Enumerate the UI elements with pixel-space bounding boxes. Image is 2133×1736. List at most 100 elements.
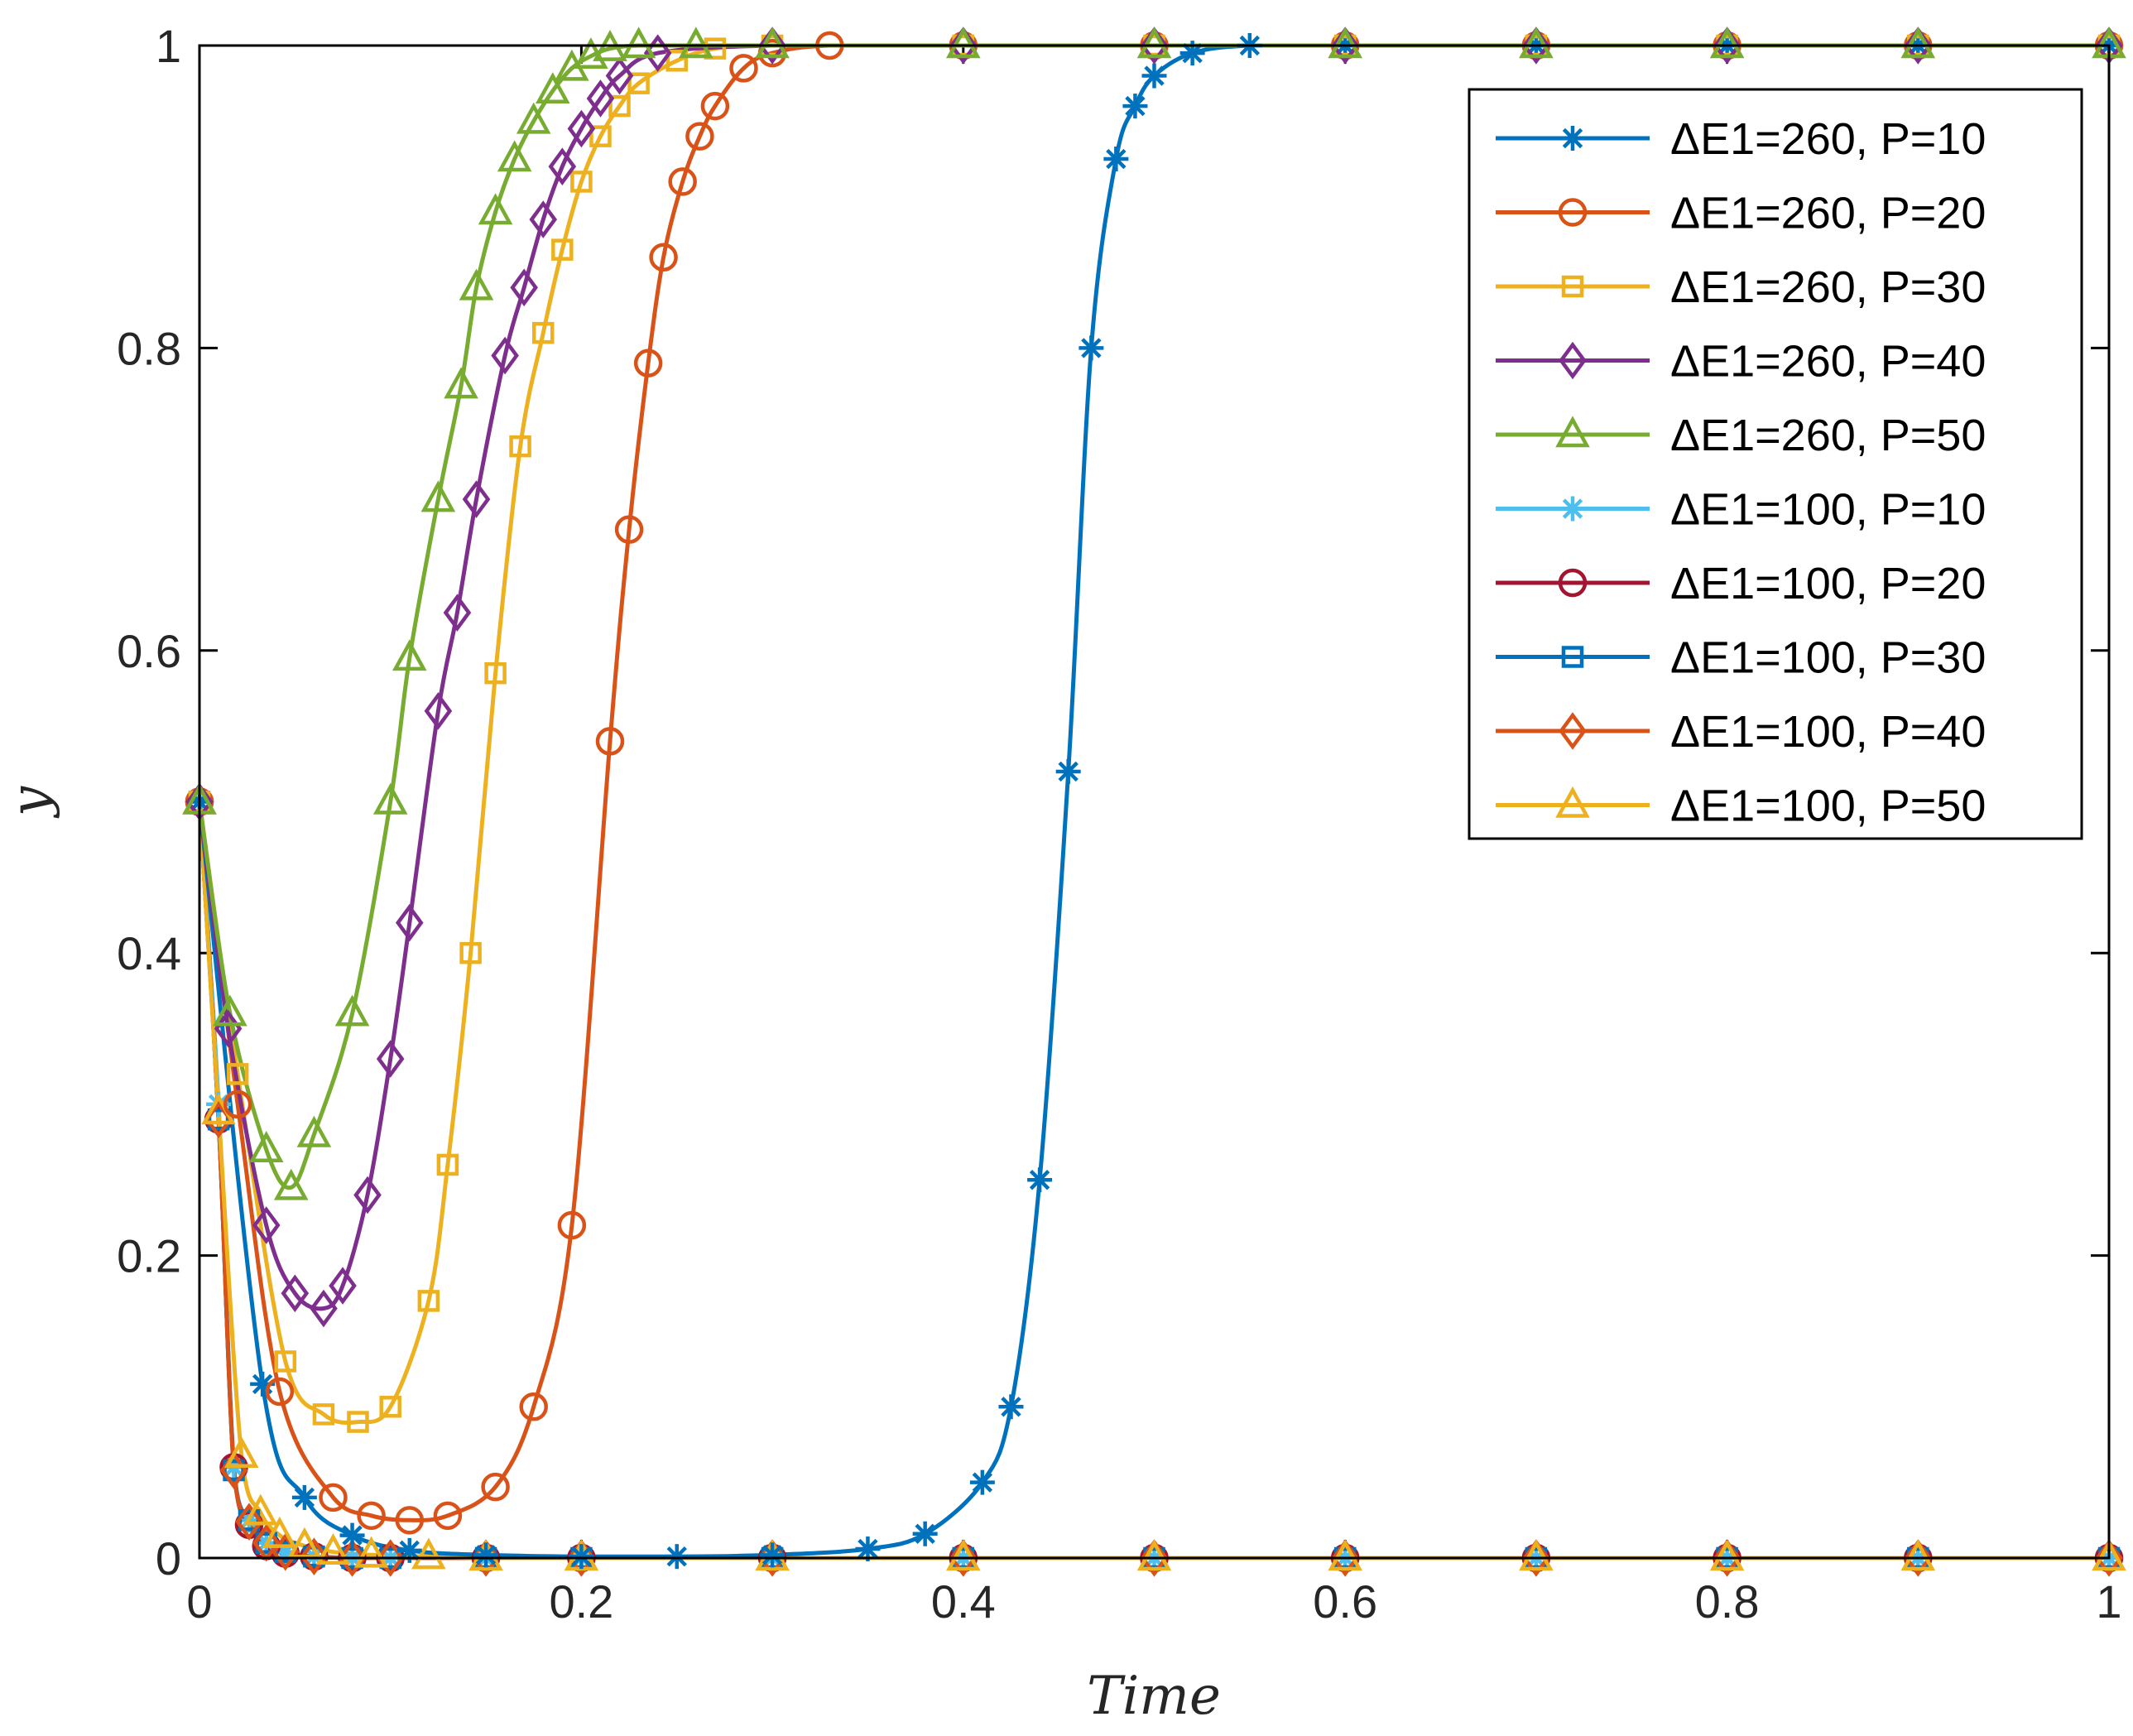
data-point-s2: [729, 54, 758, 83]
data-point-s3: [665, 50, 688, 72]
data-point-s2: [557, 1210, 587, 1240]
data-point-s4: [376, 1040, 405, 1078]
legend-marker: [1561, 275, 1584, 298]
data-point-s1: [1122, 94, 1148, 119]
data-point-s9: [758, 1539, 786, 1577]
y-tick-label: 0.4: [117, 927, 181, 979]
data-point-s9: [949, 1539, 978, 1577]
legend-item: ΔE1=260, P=20: [1496, 189, 1986, 238]
data-point-s2: [395, 1506, 425, 1535]
data-point-s2: [319, 1483, 348, 1512]
data-point-s2: [357, 1501, 386, 1531]
data-point-s4: [353, 1176, 382, 1214]
data-point-s1: [855, 1536, 881, 1562]
data-point-s5: [621, 26, 656, 59]
legend-label: ΔE1=260, P=10: [1670, 114, 1986, 164]
data-point-s4: [443, 594, 472, 632]
data-point-s5: [755, 26, 790, 59]
data-point-s1: [569, 1544, 594, 1570]
data-point-s1: [291, 1484, 317, 1510]
data-point-s9: [235, 1503, 263, 1541]
data-point-s5: [296, 1115, 332, 1147]
legend-item: ΔE1=100, P=10: [1496, 485, 1986, 535]
data-point-s9: [338, 1539, 367, 1577]
data-point-s5: [478, 193, 513, 225]
data-point-s1: [760, 1542, 785, 1568]
y-tick-label: 0.8: [117, 322, 181, 374]
data-point-s4: [1522, 26, 1550, 65]
data-point-s8: [223, 1459, 245, 1482]
data-point-s10: [262, 1516, 297, 1548]
data-point-s4: [1904, 26, 1933, 65]
data-point-s10: [243, 1493, 278, 1526]
data-point-s10: [1136, 1539, 1172, 1571]
data-point-s1: [969, 1469, 995, 1495]
data-point-s3: [509, 435, 531, 458]
data-point-s4: [586, 79, 615, 118]
data-point-s2: [614, 515, 644, 544]
data-point-s3: [589, 125, 612, 147]
legend-label: ΔE1=260, P=20: [1670, 189, 1986, 238]
legend-label: ΔE1=100, P=40: [1670, 707, 1986, 757]
legend-marker: [1555, 786, 1590, 818]
data-point-s5: [248, 1131, 284, 1162]
legend-item: ΔE1=260, P=40: [1496, 337, 1986, 387]
legend-label: ΔE1=100, P=20: [1670, 559, 1986, 608]
data-point-s4: [395, 903, 424, 942]
data-point-s4: [329, 1267, 357, 1305]
legend-marker: [1558, 568, 1588, 598]
data-point-s10: [2092, 1539, 2126, 1571]
data-point-s3: [379, 1396, 401, 1418]
data-point-s1: [912, 1521, 938, 1546]
data-point-s4: [548, 147, 577, 185]
legend-item: ΔE1=260, P=30: [1496, 262, 1986, 312]
legend-marker: [1559, 341, 1587, 380]
data-point-s2: [633, 349, 663, 377]
data-point-s2: [595, 727, 625, 756]
data-point-s3: [608, 94, 631, 118]
data-point-s9: [1904, 1539, 1933, 1577]
data-point-s4: [758, 26, 786, 65]
data-point-s3: [551, 238, 574, 261]
data-point-s4: [281, 1274, 310, 1313]
y-axis-label: y: [0, 786, 61, 819]
data-point-s3: [312, 1403, 335, 1426]
data-point-s5: [1709, 26, 1745, 59]
data-point-s10: [223, 1436, 259, 1469]
data-point-s4: [1331, 26, 1359, 65]
data-point-s1: [396, 1537, 422, 1563]
data-point-s10: [946, 1539, 981, 1571]
data-point-s1: [1079, 335, 1104, 361]
data-point-s1: [1103, 147, 1129, 172]
data-point-s5: [213, 994, 247, 1027]
legend-marker: [1560, 126, 1585, 151]
data-point-s5: [420, 480, 456, 512]
data-point-s4: [949, 26, 978, 65]
legend-item: ΔE1=260, P=50: [1496, 411, 1986, 460]
data-point-s3: [226, 1063, 249, 1085]
legend-label: ΔE1=260, P=30: [1670, 262, 1986, 312]
data-point-s10: [287, 1527, 322, 1559]
data-point-s4: [310, 1289, 338, 1328]
data-point-s4: [491, 336, 519, 375]
legend-label: ΔE1=260, P=50: [1670, 411, 1986, 460]
data-point-s5: [497, 140, 532, 172]
legend-marker: [1560, 496, 1585, 522]
data-point-s8: [207, 1108, 230, 1131]
data-point-s2: [433, 1501, 463, 1531]
data-point-s10: [1519, 1539, 1554, 1571]
data-point-s2: [223, 1089, 252, 1119]
data-point-s5: [273, 1168, 309, 1200]
legend-marker: [1561, 646, 1584, 668]
data-point-s9: [472, 1539, 500, 1577]
legend: ΔE1=260, P=10 ΔE1=260, P=20 ΔE1=260, P=30 Δ…: [1468, 88, 2083, 840]
data-point-s2: [668, 167, 697, 196]
data-point-s3: [417, 1290, 440, 1312]
x-tick-label: 0.2: [549, 1575, 613, 1628]
data-point-s3: [436, 1153, 459, 1176]
data-point-s1: [339, 1522, 365, 1548]
data-point-s2: [685, 122, 714, 151]
data-point-s1: [1027, 1167, 1053, 1193]
data-point-s5: [946, 26, 981, 59]
data-point-s5: [535, 72, 570, 104]
